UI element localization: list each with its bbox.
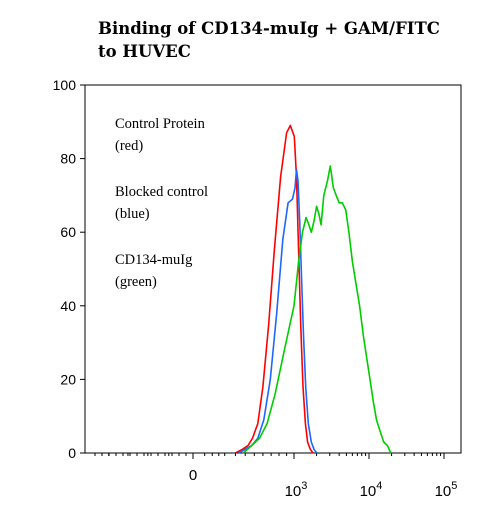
chart-title-line-2: to HUVEC: [98, 42, 191, 61]
legend-label-blocked-control: Blocked control: [115, 184, 208, 200]
legend-label-blocked-control-color: (blue): [115, 206, 150, 222]
x-tick-label-1: 103: [285, 480, 308, 500]
series-group: [235, 124, 392, 454]
y-tick-label-40: 40: [60, 298, 76, 314]
series-line-0: [235, 124, 314, 454]
plot-frame: [84, 84, 462, 454]
y-tick-label-0: 0: [68, 445, 76, 461]
legend-label-control-protein-color: (red): [115, 138, 143, 154]
series-line-1: [238, 168, 318, 454]
legend: Control Protein (red) Blocked control (b…: [115, 116, 208, 290]
x-tick-label-3: 105: [435, 480, 458, 500]
legend-label-cd134-color: (green): [115, 274, 157, 290]
chart-title-line-1: Binding of CD134-muIg + GAM/FITC: [98, 19, 440, 38]
y-tick-label-60: 60: [60, 224, 76, 240]
x-tick-label-2: 104: [360, 480, 383, 500]
y-axis: 0 20 40 60 80 100: [53, 77, 85, 461]
legend-label-control-protein: Control Protein: [115, 116, 206, 132]
series-line-2: [242, 165, 392, 454]
y-tick-label-20: 20: [60, 371, 76, 387]
x-tick-label-0: 0: [189, 467, 197, 484]
legend-label-cd134: CD134-muIg: [115, 252, 192, 268]
y-tick-label-80: 80: [60, 151, 76, 167]
x-axis: 0 103 104 105: [94, 453, 458, 500]
y-tick-label-100: 100: [53, 77, 77, 93]
